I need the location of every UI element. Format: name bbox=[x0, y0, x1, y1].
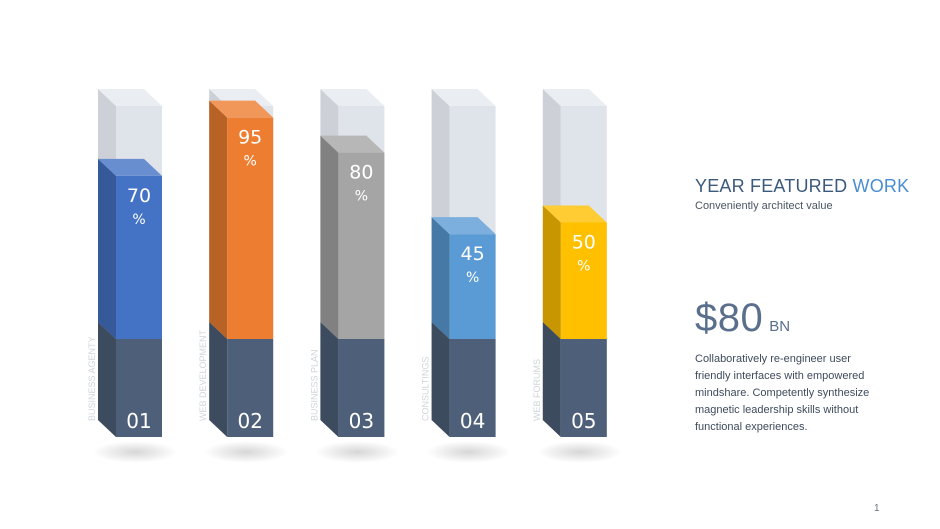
bar-side bbox=[209, 100, 228, 340]
base-front bbox=[227, 339, 274, 437]
base-side bbox=[431, 322, 450, 437]
column-shadow bbox=[537, 441, 622, 463]
description-text: Collaboratively re-engineer user friendl… bbox=[695, 353, 870, 433]
bar bbox=[338, 152, 385, 339]
base-front bbox=[449, 339, 496, 437]
column-3: 80% 03 BUSINESS PLAN bbox=[309, 89, 400, 463]
data-label: 45 bbox=[461, 243, 485, 265]
big-value: $80 BN bbox=[695, 296, 790, 341]
data-label: 95 bbox=[238, 127, 262, 149]
column-number-label: 04 bbox=[460, 409, 485, 433]
data-label-percent: % bbox=[466, 270, 479, 286]
category-label: BUSINESS PLAN bbox=[309, 349, 319, 421]
bar bbox=[227, 117, 274, 340]
category-label: WEB FORUMS bbox=[532, 359, 542, 421]
data-label-percent: % bbox=[132, 212, 145, 228]
column-1: 70% 01 BUSINESS AGENTY bbox=[87, 89, 177, 463]
base-side bbox=[98, 322, 116, 437]
category-label: CONSULTINGS bbox=[421, 357, 431, 421]
bar-top bbox=[542, 205, 607, 223]
column-number-label: 03 bbox=[349, 409, 374, 433]
column-number-label: 05 bbox=[571, 409, 596, 433]
track-top bbox=[320, 89, 385, 106]
base-side bbox=[209, 322, 228, 437]
column-number-label: 01 bbox=[126, 409, 151, 433]
column-shadow bbox=[315, 441, 400, 463]
data-label: 70 bbox=[127, 185, 151, 207]
category-label: BUSINESS AGENTY bbox=[87, 336, 97, 421]
bar-side bbox=[98, 158, 116, 339]
page-title: YEAR FEATURED WORK bbox=[695, 176, 925, 197]
column-5: 50% 05 WEB FORUMS bbox=[532, 89, 622, 463]
bar-top bbox=[320, 135, 385, 153]
big-value-amount: $80 bbox=[695, 296, 764, 340]
column-4: 45% 04 CONSULTINGS bbox=[421, 89, 511, 463]
bar-top bbox=[431, 217, 496, 235]
base-side bbox=[542, 322, 561, 437]
data-label: 80 bbox=[349, 162, 373, 184]
data-label-percent: % bbox=[244, 154, 257, 170]
bar bbox=[449, 234, 496, 339]
side-panel: YEAR FEATURED WORK Conveniently architec… bbox=[695, 176, 925, 212]
base-front bbox=[560, 339, 607, 437]
title-accent: WORK bbox=[852, 176, 910, 196]
title-main: YEAR FEATURED bbox=[695, 176, 853, 196]
bar bbox=[560, 222, 607, 339]
bar-side bbox=[431, 217, 450, 339]
track-top bbox=[98, 89, 162, 106]
base-front bbox=[338, 339, 385, 437]
bar bbox=[116, 175, 162, 339]
big-value-unit: BN bbox=[769, 318, 791, 335]
column-2: 95% 02 WEB DEVELOPMENT bbox=[198, 89, 289, 463]
column-shadow bbox=[204, 441, 289, 463]
bar-top bbox=[98, 158, 162, 176]
track-top bbox=[431, 89, 496, 106]
column-shadow bbox=[426, 441, 511, 463]
track-top bbox=[542, 89, 607, 106]
column-shadow bbox=[93, 441, 177, 463]
data-label: 50 bbox=[572, 232, 596, 254]
column-number-label: 02 bbox=[237, 409, 262, 433]
page-subtitle: Conveniently architect value bbox=[695, 200, 833, 212]
base-side bbox=[320, 322, 339, 437]
bar-side bbox=[542, 205, 561, 339]
category-label: WEB DEVELOPMENT bbox=[198, 329, 208, 421]
bar-top bbox=[209, 100, 274, 118]
bar-side bbox=[320, 135, 339, 339]
data-label-percent: % bbox=[577, 259, 590, 275]
base-front bbox=[116, 339, 162, 437]
data-label-percent: % bbox=[355, 189, 368, 205]
page-number: 1 bbox=[874, 503, 880, 514]
